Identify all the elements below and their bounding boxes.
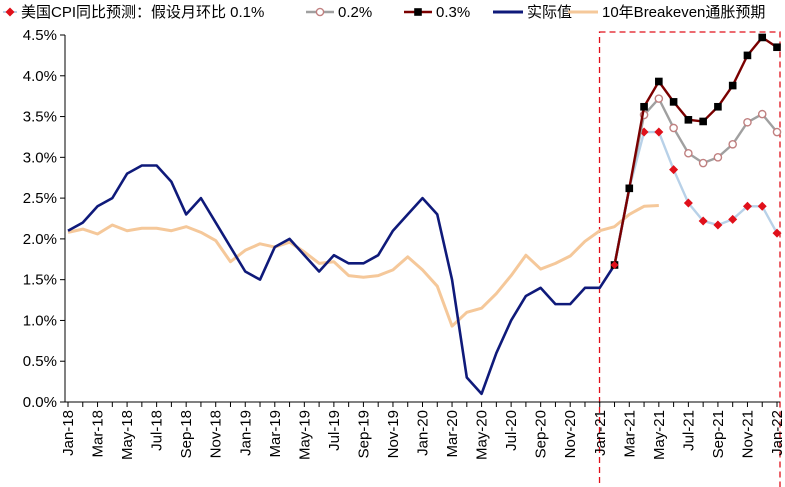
- legend-item: 美国CPI同比预测：假设月环比 0.1%: [3, 4, 264, 21]
- data-point: [773, 43, 781, 52]
- x-tick-label: Jan-22: [769, 410, 785, 456]
- x-tick-label: Jul-19: [326, 410, 343, 451]
- data-point: [757, 109, 767, 119]
- x-tick-label: Mar-21: [621, 410, 638, 458]
- series-1: [613, 94, 782, 266]
- y-tick-label: 0.0%: [23, 394, 57, 411]
- data-point: [669, 98, 678, 106]
- x-tick-label: Sep-21: [710, 410, 727, 458]
- data-point: [743, 51, 752, 60]
- data-point: [655, 77, 663, 86]
- x-tick-label: May-20: [474, 410, 491, 460]
- data-point: [728, 139, 737, 149]
- data-point: [610, 260, 619, 269]
- data-point: [625, 184, 634, 193]
- x-tick-label: Nov-21: [739, 410, 756, 458]
- forecast-highlight-layer: [598, 31, 781, 487]
- junction-points: [610, 184, 634, 269]
- x-tick-label: Jan-20: [415, 410, 432, 456]
- legend-marker: [315, 7, 325, 17]
- x-tick-label: Mar-18: [90, 410, 107, 458]
- series-2: [613, 33, 781, 266]
- x-tick-label: Jan-19: [237, 410, 254, 456]
- x-tick-label: Sep-19: [355, 410, 372, 458]
- data-point: [713, 220, 723, 230]
- y-tick-label: 1.5%: [23, 272, 57, 289]
- series-line: [67, 203, 659, 328]
- x-tick-label: Jul-21: [680, 410, 697, 451]
- x-tick-label: Nov-19: [385, 410, 402, 458]
- data-point: [684, 116, 693, 124]
- y-tick-label: 4.5%: [23, 27, 57, 44]
- series-3: [67, 164, 631, 396]
- legend-item: 0.3%: [404, 4, 470, 21]
- data-point: [713, 153, 723, 162]
- y-tick-label: 4.0%: [23, 68, 57, 85]
- data-point: [714, 102, 722, 111]
- legend: 美国CPI同比预测：假设月环比 0.1% 0.2% 0.3% 实际值 10年Breake…: [3, 4, 765, 21]
- data-point: [669, 165, 679, 175]
- x-tick-label: Jan-18: [60, 410, 77, 456]
- x-tick-label: May-19: [296, 410, 313, 460]
- data-point: [728, 81, 737, 90]
- data-point: [654, 127, 664, 137]
- data-point: [728, 214, 738, 224]
- x-tick-label: Jul-18: [149, 410, 166, 451]
- series-line: [67, 164, 631, 396]
- data-point: [758, 33, 767, 42]
- data-point: [698, 158, 708, 168]
- legend-marker: [5, 7, 15, 17]
- x-tick-label: Nov-18: [208, 410, 225, 458]
- x-tick-label: Jul-20: [503, 410, 520, 451]
- legend-marker: [414, 8, 422, 16]
- data-point: [757, 201, 767, 211]
- legend-label: 美国CPI同比预测：假设月环比 0.1%: [21, 4, 264, 21]
- data-point: [683, 198, 693, 208]
- legend-label: 0.2%: [338, 4, 372, 21]
- x-tick-label: Mar-19: [267, 410, 284, 458]
- x-tick-label: Jan-21: [592, 410, 609, 456]
- x-tick-label: May-18: [119, 410, 136, 460]
- series-line: [613, 130, 779, 266]
- x-tick-label: Sep-18: [178, 410, 195, 458]
- forecast-highlight-box: [598, 31, 781, 487]
- data-point: [684, 148, 693, 158]
- axes: 0.0% 0.5% 1.0% 1.5% 2.0% 2.5% 3.0% 3.5% 4.0% 4.5%…: [23, 27, 785, 460]
- x-tick-label: Mar-20: [444, 410, 461, 458]
- legend-label: 10年Breakeven通胀预期: [602, 4, 765, 21]
- data-point: [699, 117, 707, 126]
- y-tick-label: 3.0%: [23, 149, 57, 166]
- data-point: [742, 201, 752, 211]
- data-point: [698, 216, 708, 226]
- data-point: [772, 127, 782, 137]
- y-tick-label: 0.5%: [23, 353, 57, 370]
- series-line: [613, 97, 778, 266]
- legend-item: 10年Breakeven通胀预期: [568, 4, 765, 21]
- data-point: [772, 228, 782, 238]
- x-tick-label: May-21: [651, 410, 668, 460]
- data-point: [640, 102, 648, 111]
- data-point: [669, 123, 678, 133]
- y-tick-label: 3.5%: [23, 109, 57, 126]
- y-tick-label: 2.0%: [23, 231, 57, 248]
- y-tick-label: 2.5%: [23, 190, 57, 207]
- legend-item: 实际值: [493, 4, 572, 21]
- legend-label: 实际值: [527, 4, 572, 21]
- legend-label: 0.3%: [436, 4, 470, 21]
- x-tick-label: Nov-20: [562, 410, 579, 458]
- series-layer: [67, 33, 782, 396]
- y-tick-label: 1.0%: [23, 312, 57, 329]
- legend-item: 0.2%: [306, 4, 372, 21]
- x-tick-label: Sep-20: [533, 410, 550, 458]
- data-point: [654, 94, 664, 103]
- data-point: [743, 117, 752, 127]
- series-0: [613, 127, 782, 266]
- series-4: [67, 203, 659, 328]
